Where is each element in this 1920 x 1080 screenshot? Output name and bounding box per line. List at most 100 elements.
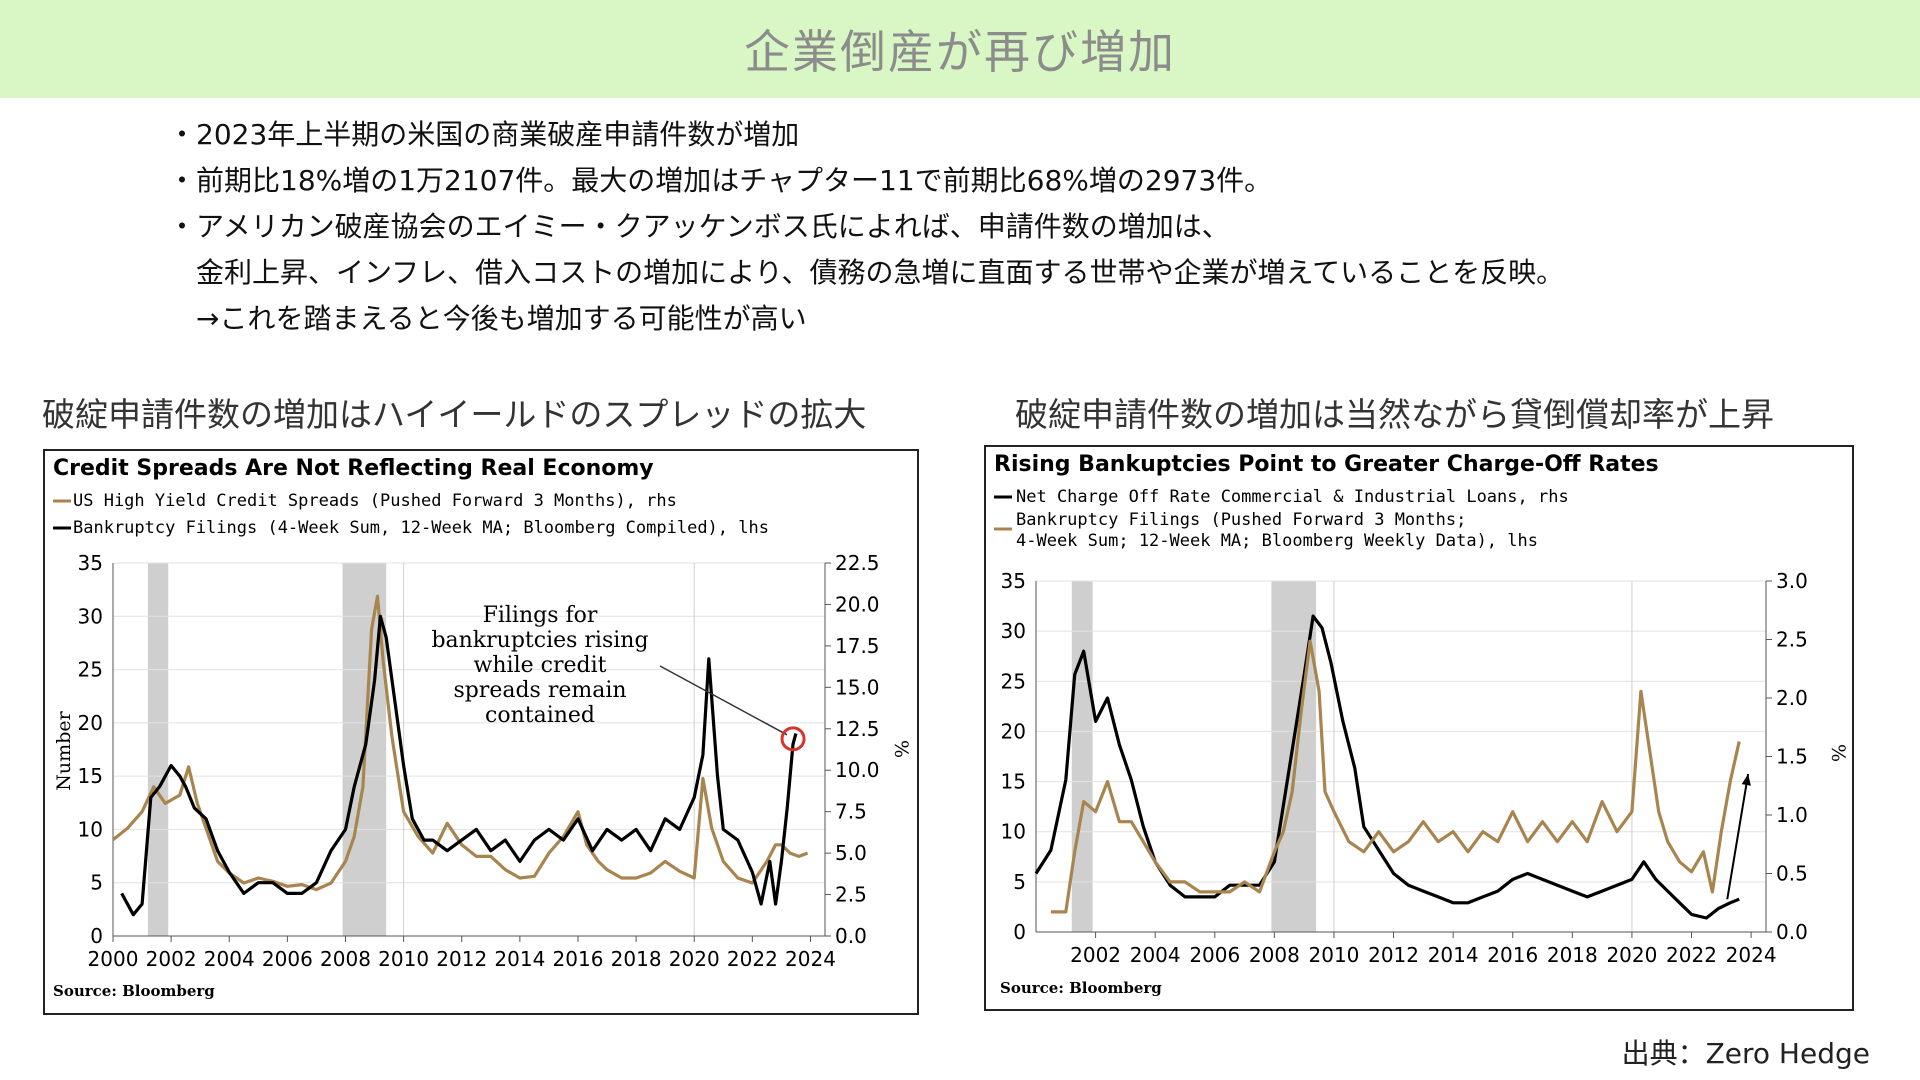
y-tick-label-right: 15.0 [835, 675, 880, 699]
trend-arrow-head [1741, 774, 1751, 786]
y-tick-label-right: 17.5 [835, 634, 880, 658]
x-tick-label: 2012 [1368, 943, 1419, 967]
bullet-item: ・アメリカン破産協会のエイミー・クアッケンボス氏によれば、申請件数の増加は、 金… [168, 204, 1564, 342]
series-line [1050, 639, 1741, 914]
y-tick-label-left: 0 [90, 924, 103, 948]
annotation-line: spreads remain [453, 678, 626, 703]
y-tick-label-right: 5.0 [835, 841, 867, 865]
chart-source: Source: Bloomberg [53, 982, 215, 1000]
x-tick-label: 2008 [1249, 943, 1300, 967]
recession-band [147, 563, 169, 936]
series-line [120, 614, 798, 917]
y-tick-label-right: 10.0 [835, 758, 880, 782]
chart-annotation: Filings for bankruptcies rising while cr… [431, 603, 648, 728]
y-tick-label-right: 3.0 [1776, 569, 1808, 593]
y-tick-label-right: 1.0 [1776, 803, 1808, 827]
chart-source: Source: Bloomberg [1000, 979, 1162, 997]
right-chart-subtitle: 破綻申請件数の増加は当然ながら貸倒償却率が上昇 [1015, 395, 1774, 434]
series-line [1034, 614, 1740, 920]
y-axis-label-right: % [1827, 744, 1849, 762]
x-tick-label: 2012 [436, 947, 487, 971]
chart-title: Rising Bankuptcies Point to Greater Char… [994, 452, 1659, 477]
y-tick-label-left: 15 [78, 764, 103, 788]
y-tick-label-left: 25 [78, 658, 103, 682]
y-tick-label-left: 20 [1001, 719, 1026, 743]
bullet-text: ・アメリカン破産協会のエイミー・クアッケンボス氏によれば、申請件数の増加は、 [168, 210, 1230, 243]
x-tick-label: 2008 [320, 947, 371, 971]
x-tick-label: 2004 [204, 947, 255, 971]
recession-band [1071, 581, 1093, 932]
bullet-item: ・2023年上半期の米国の商業破産申請件数が増加 [168, 118, 800, 151]
x-tick-label: 2024 [785, 947, 836, 971]
title-banner: 企業倒産が再び増加 [0, 0, 1920, 98]
y-tick-label-right: 0.0 [835, 924, 867, 948]
chart-title: Credit Spreads Are Not Reflecting Real E… [53, 456, 654, 481]
x-tick-label: 2022 [1666, 943, 1717, 967]
bullet-list: ・2023年上半期の米国の商業破産申請件数が増加 ・前期比18%増の1万2107… [168, 112, 1564, 342]
y-tick-label-left: 30 [1001, 619, 1026, 643]
y-tick-label-left: 5 [1013, 870, 1026, 894]
right-chart-panel: Rising Bankuptcies Point to Greater Char… [984, 445, 1854, 1011]
trend-arrow-shaft [1726, 773, 1750, 900]
x-tick-label: 2002 [1070, 943, 1121, 967]
x-tick-label: 2004 [1130, 943, 1181, 967]
y-tick-label-right: 2.5 [835, 883, 867, 907]
x-tick-label: 2022 [727, 947, 778, 971]
highlight-circle [780, 726, 806, 752]
annotation-line: bankruptcies rising [431, 628, 648, 653]
y-tick-label-left: 10 [78, 817, 103, 841]
y-axis-label-left: Number [53, 710, 75, 790]
annotation-line: Filings for [483, 603, 598, 628]
y-axis-label-right: % [890, 740, 912, 758]
x-tick-label: 2024 [1726, 943, 1777, 967]
y-tick-label-right: 20.0 [835, 592, 880, 616]
x-tick-label: 2010 [378, 947, 429, 971]
y-tick-label-left: 20 [78, 711, 103, 735]
x-tick-label: 2020 [1606, 943, 1657, 967]
y-tick-label-right: 7.5 [835, 800, 867, 824]
legend-entry: US High Yield Credit Spreads (Pushed For… [73, 491, 677, 511]
bullet-continuation: →これを踏まえると今後も増加する可能性が高い [196, 302, 807, 335]
y-tick-label-right: 1.5 [1776, 745, 1808, 769]
x-tick-label: 2014 [494, 947, 545, 971]
annotation-line: while credit [474, 653, 607, 678]
left-chart-subtitle: 破綻申請件数の増加はハイイールドのスプレッドの拡大 [42, 395, 867, 434]
x-tick-label: 2002 [146, 947, 197, 971]
left-chart-panel: Credit Spreads Are Not Reflecting Real E… [43, 449, 919, 1015]
annotation-leader-line [659, 665, 788, 736]
bullet-item: ・前期比18%増の1万2107件。最大の増加はチャプター11で前期比68%増の2… [168, 164, 1273, 197]
page-title: 企業倒産が再び増加 [744, 25, 1176, 79]
x-tick-label: 2006 [1189, 943, 1240, 967]
x-tick-label: 2000 [88, 947, 139, 971]
x-tick-label: 2018 [1547, 943, 1598, 967]
left-chart: Credit Spreads Are Not Reflecting Real E… [53, 456, 912, 1000]
legend-entry: Bankruptcy Filings (4-Week Sum, 12-Week … [73, 518, 769, 538]
y-tick-label-left: 25 [1001, 669, 1026, 693]
y-tick-label-right: 0.5 [1776, 862, 1808, 886]
y-tick-label-left: 35 [78, 551, 103, 575]
x-tick-label: 2016 [553, 947, 604, 971]
source-credit: 出典：Zero Hedge [1621, 1037, 1870, 1070]
y-tick-label-left: 35 [1001, 569, 1026, 593]
legend-entry: Net Charge Off Rate Commercial & Industr… [1016, 487, 1569, 507]
legend-entry-line1: Bankruptcy Filings (Pushed Forward 3 Mon… [1016, 510, 1466, 530]
y-tick-label-left: 10 [1001, 820, 1026, 844]
x-tick-label: 2010 [1309, 943, 1360, 967]
bullet-continuation: 金利上昇、インフレ、借入コストの増加により、債務の急増に直面する世帯や企業が増え… [196, 256, 1565, 289]
annotation-line: contained [485, 703, 595, 728]
legend-entry-line2: 4-Week Sum; 12-Week MA; Bloomberg Weekly… [1016, 531, 1538, 551]
y-tick-label-right: 0.0 [1776, 920, 1808, 944]
x-tick-label: 2020 [669, 947, 720, 971]
y-tick-label-left: 30 [78, 604, 103, 628]
series-line [112, 594, 809, 892]
y-tick-label-right: 22.5 [835, 551, 880, 575]
x-tick-label: 2018 [611, 947, 662, 971]
y-tick-label-right: 12.5 [835, 717, 880, 741]
x-tick-label: 2014 [1428, 943, 1479, 967]
y-tick-label-right: 2.0 [1776, 686, 1808, 710]
x-tick-label: 2006 [262, 947, 313, 971]
y-tick-label-left: 0 [1013, 920, 1026, 944]
y-tick-label-right: 2.5 [1776, 628, 1808, 652]
right-chart: Rising Bankuptcies Point to Greater Char… [994, 452, 1849, 997]
y-tick-label-left: 15 [1001, 770, 1026, 794]
